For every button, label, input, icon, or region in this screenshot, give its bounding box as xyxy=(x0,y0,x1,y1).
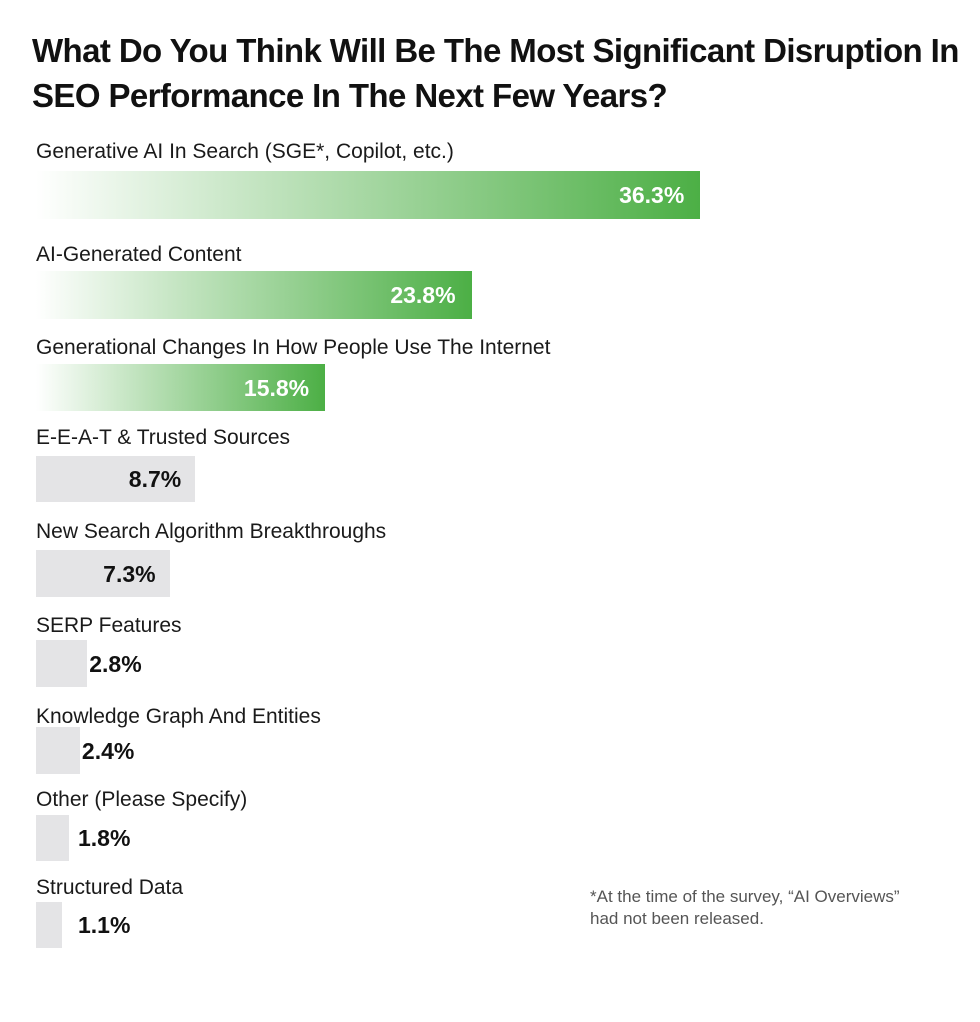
bar xyxy=(36,364,326,411)
value-label: 1.1% xyxy=(78,912,131,938)
value-label: 15.8% xyxy=(243,374,310,401)
bar xyxy=(36,271,472,319)
category-label: Generative AI In Search (SGE*, Copilot, … xyxy=(36,140,454,163)
value-label: 36.3% xyxy=(619,182,685,208)
value-label: 2.4% xyxy=(81,737,135,764)
bar xyxy=(36,456,196,502)
category-label: New Search Algorithm Breakthroughs xyxy=(36,520,387,543)
bar xyxy=(36,815,69,861)
category-label: Other (Please Specify) xyxy=(36,788,248,811)
category-label: AI-Generated Content xyxy=(36,243,242,266)
category-label: Structured Data xyxy=(36,876,184,899)
bar xyxy=(36,550,170,597)
category-label: E-E-A-T & Trusted Sources xyxy=(36,426,291,449)
category-label: Knowledge Graph And Entities xyxy=(36,705,321,728)
value-label: 23.8% xyxy=(390,282,456,308)
value-label: 1.8% xyxy=(78,825,131,851)
value-label: 2.8% xyxy=(89,650,142,677)
value-label: 7.3% xyxy=(103,560,156,587)
value-label: 8.7% xyxy=(128,466,182,492)
bar xyxy=(36,727,80,774)
category-label: Generational Changes In How People Use T… xyxy=(36,336,551,359)
chart-title: What Do You Think Will Be The Most Signi… xyxy=(32,32,959,114)
bar xyxy=(36,640,88,687)
bar xyxy=(36,171,701,219)
bar xyxy=(36,902,62,948)
category-label: SERP Features xyxy=(36,614,182,637)
footnote: *At the time of the survey, “AI Overview… xyxy=(590,887,900,928)
